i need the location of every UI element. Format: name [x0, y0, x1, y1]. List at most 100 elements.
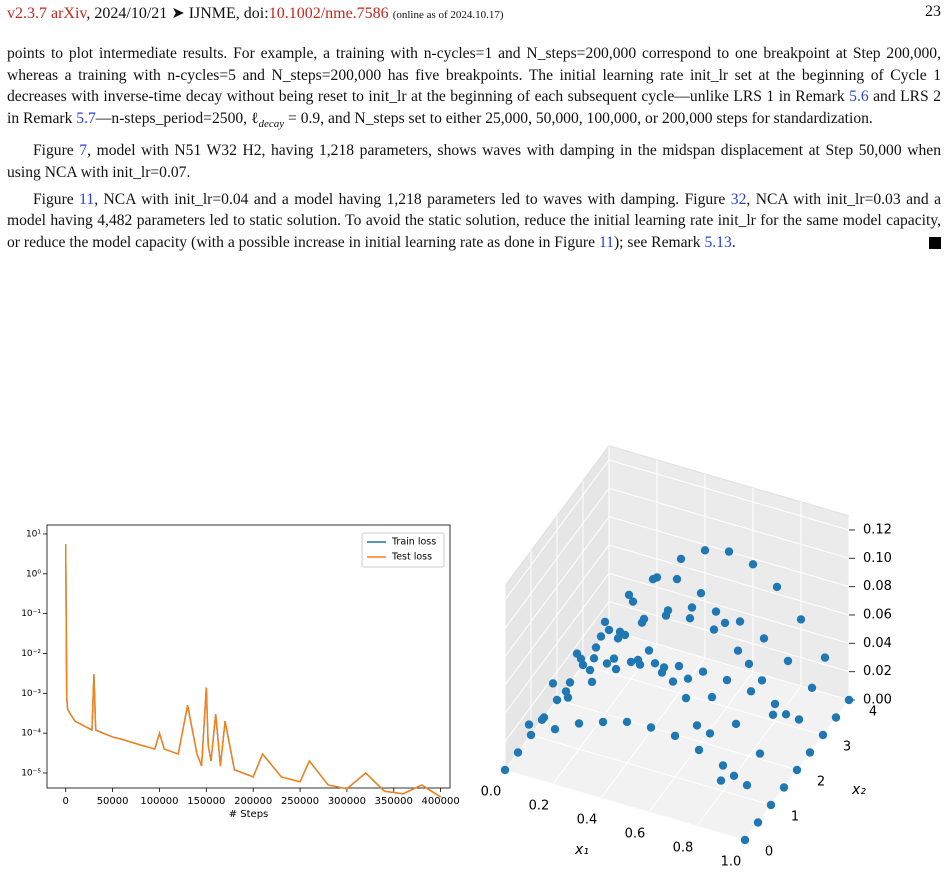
data-point	[831, 713, 841, 722]
text: ); see Remark	[613, 233, 705, 251]
z-grid-line	[608, 544, 850, 616]
y-tick-label: 0	[765, 845, 773, 860]
plot-area	[46, 524, 451, 789]
data-point	[622, 717, 632, 727]
x-tick-label: 150000	[187, 796, 225, 807]
y-tick-label: 10⁻¹	[21, 609, 41, 619]
reference-link[interactable]: 5.6	[849, 88, 869, 106]
y-tick-label: 10⁻⁵	[21, 768, 41, 778]
paragraph: points to plot intermediate results. For…	[7, 43, 941, 135]
data-point	[694, 745, 704, 755]
data-point	[733, 646, 743, 655]
data-point	[670, 731, 680, 741]
x-tick-label: 0.8	[673, 841, 694, 856]
data-point	[552, 695, 562, 705]
version: v2.3.7 arXiv	[7, 5, 87, 22]
data-point	[587, 677, 597, 687]
data-point	[720, 618, 730, 628]
data-point	[598, 717, 608, 727]
data-point	[611, 664, 621, 674]
doi[interactable]: 10.1002/nme.7586	[268, 5, 389, 22]
data-point	[818, 730, 828, 740]
data-point	[596, 632, 606, 641]
data-point	[648, 575, 658, 584]
z-grid-line	[608, 459, 850, 531]
data-point	[729, 771, 739, 780]
data-point	[661, 611, 671, 620]
data-point	[768, 710, 778, 719]
data-point	[746, 687, 756, 696]
data-point	[524, 720, 534, 729]
data-point	[753, 818, 763, 827]
x-tick-label: 0.4	[577, 813, 598, 828]
data-point	[724, 547, 734, 556]
data-point	[650, 659, 660, 668]
data-point	[624, 590, 634, 600]
y-tick-label: 1	[791, 810, 799, 825]
subscript: decay	[258, 117, 285, 130]
x-tick-label: 50000	[97, 796, 129, 807]
z-grid-line	[504, 488, 610, 629]
z-tick-label: 0.06	[863, 607, 892, 622]
z-grid-line	[608, 487, 850, 559]
data-point	[672, 574, 682, 584]
data-point	[700, 546, 710, 555]
paragraph: Figure 7, model with N51 W32 H2, having …	[7, 140, 941, 183]
z-grid-line	[608, 601, 850, 673]
reference-link[interactable]: 5.7	[76, 109, 96, 127]
data-point	[589, 654, 599, 663]
y-tick-label: 2	[817, 775, 825, 790]
x-tick-label: 0.6	[625, 827, 646, 842]
online-date: (online as of 2024.10.17)	[392, 9, 504, 21]
z-grid-line	[504, 601, 610, 742]
data-point	[742, 781, 752, 790]
x-tick-label: 300000	[328, 796, 366, 807]
loss-line	[65, 544, 441, 798]
x-tick-label: 350000	[375, 796, 413, 807]
x-axis-label: x₁	[574, 842, 589, 858]
data-point	[796, 615, 806, 624]
data-point	[572, 649, 582, 658]
y-grid-line	[504, 769, 746, 841]
body-text: points to plot intermediate results. For…	[7, 43, 941, 258]
data-point	[759, 634, 769, 643]
x-tick-label: 400000	[422, 796, 460, 807]
x-tick-label: 0	[63, 796, 69, 807]
y-tick-label: 10¹	[26, 529, 41, 539]
text: , NCA with init_lr=0.04 and a model havi…	[94, 190, 731, 208]
data-point	[604, 625, 614, 635]
data-point	[513, 748, 523, 757]
data-point	[676, 554, 686, 564]
text: —n-steps_period=2500, ℓ	[95, 109, 259, 127]
data-point	[687, 603, 697, 612]
data-point	[766, 800, 776, 810]
data-point	[757, 676, 767, 685]
reference-link[interactable]: 32	[730, 190, 747, 208]
legend-label: Test loss	[391, 552, 432, 563]
reference-link[interactable]: 5.13	[704, 233, 732, 251]
data-point	[794, 715, 804, 724]
y-axis-label: x₂	[851, 782, 866, 798]
x-tick-label: 0.0	[481, 785, 502, 800]
y-tick-label: 10⁻²	[21, 649, 41, 659]
reference-link[interactable]: 7	[79, 142, 88, 160]
data-point	[807, 683, 817, 692]
data-point	[770, 699, 780, 709]
data-point	[674, 661, 684, 671]
data-point	[705, 729, 715, 738]
x-tick-label: 1.0	[721, 855, 742, 870]
data-point	[609, 654, 619, 663]
data-point	[779, 783, 789, 792]
reference-link[interactable]: 11	[598, 233, 614, 251]
z-grid-line	[504, 459, 610, 601]
data-point	[600, 617, 610, 627]
text: Figure	[33, 142, 80, 160]
data-point	[537, 715, 547, 724]
data-point	[755, 749, 765, 758]
data-point	[561, 687, 571, 696]
data-point	[685, 614, 695, 623]
reference-link[interactable]: 11	[79, 190, 95, 208]
z-tick-label: 0.10	[863, 551, 892, 566]
